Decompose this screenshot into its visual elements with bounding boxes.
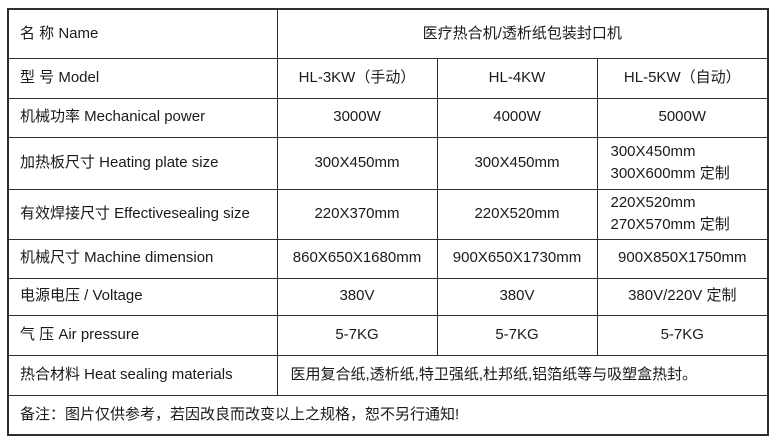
pressure-value-2: 5-7KG — [436, 314, 598, 356]
voltage-value-3: 380V/220V 定制 — [596, 277, 769, 316]
model-value-3: HL-5KW（自动） — [596, 57, 769, 99]
plate-size-value-2: 300X450mm — [436, 136, 598, 190]
dimension-value-3: 900X850X1750mm — [596, 238, 769, 279]
row-remark: 备注：图片仅供参考，若因改良而改变以上之规格，恕不另行通知! — [7, 394, 769, 436]
row-name: 名 称 Name 医疗热合机/透析纸包装封口机 — [7, 8, 769, 59]
voltage-label: 电源电压 / Voltage — [7, 277, 278, 316]
row-materials: 热合材料 Heat sealing materials 医用复合纸,透析纸,特卫… — [7, 354, 769, 396]
model-value-1: HL-3KW（手动） — [276, 57, 438, 99]
power-value-2: 4000W — [436, 97, 598, 138]
spec-line: 300X600mm 定制 — [610, 165, 730, 182]
remark-text: 备注：图片仅供参考，若因改良而改变以上之规格，恕不另行通知! — [7, 394, 769, 436]
product-title: 医疗热合机/透析纸包装封口机 — [276, 8, 769, 59]
sealing-size-value-1: 220X370mm — [276, 188, 438, 240]
voltage-value-2: 380V — [436, 277, 598, 316]
dimension-label: 机械尺寸 Machine dimension — [7, 238, 278, 279]
row-pressure: 气 压 Air pressure 5-7KG 5-7KG 5-7KG — [7, 314, 769, 356]
spec-line: 270X570mm 定制 — [610, 216, 730, 233]
row-power: 机械功率 Mechanical power 3000W 4000W 5000W — [7, 97, 769, 138]
pressure-value-1: 5-7KG — [276, 314, 438, 356]
plate-size-value-3: 300X450mm 300X600mm 定制 — [596, 136, 769, 190]
row-voltage: 电源电压 / Voltage 380V 380V 380V/220V 定制 — [7, 277, 769, 316]
plate-size-value-1: 300X450mm — [276, 136, 438, 190]
pressure-value-3: 5-7KG — [596, 314, 769, 356]
spec-table: 名 称 Name 医疗热合机/透析纸包装封口机 型 号 Model HL-3KW… — [7, 8, 770, 436]
row-sealing-size: 有效焊接尺寸 Effectivesealing size 220X370mm 2… — [7, 188, 769, 240]
sealing-size-value-2: 220X520mm — [436, 188, 598, 240]
sealing-size-value-3: 220X520mm 270X570mm 定制 — [596, 188, 769, 240]
plate-size-label: 加热板尺寸 Heating plate size — [7, 136, 278, 190]
power-label: 机械功率 Mechanical power — [7, 97, 278, 138]
row-dimension: 机械尺寸 Machine dimension 860X650X1680mm 90… — [7, 238, 769, 279]
sealing-size-label: 有效焊接尺寸 Effectivesealing size — [7, 188, 278, 240]
power-value-3: 5000W — [596, 97, 769, 138]
power-value-1: 3000W — [276, 97, 438, 138]
pressure-label: 气 压 Air pressure — [7, 314, 278, 356]
spec-line: 300X450mm — [610, 142, 696, 160]
row-model: 型 号 Model HL-3KW（手动） HL-4KW HL-5KW（自动） — [7, 57, 769, 99]
name-label: 名 称 Name — [7, 8, 278, 59]
dimension-value-2: 900X650X1730mm — [436, 238, 598, 279]
materials-label: 热合材料 Heat sealing materials — [7, 354, 278, 396]
voltage-value-1: 380V — [276, 277, 438, 316]
model-value-2: HL-4KW — [436, 57, 598, 99]
spec-line: 220X520mm — [610, 193, 696, 211]
materials-value: 医用复合纸,透析纸,特卫强纸,杜邦纸,铝箔纸等与吸塑盒热封。 — [276, 354, 769, 396]
model-label: 型 号 Model — [7, 57, 278, 99]
row-plate-size: 加热板尺寸 Heating plate size 300X450mm 300X4… — [7, 136, 769, 190]
dimension-value-1: 860X650X1680mm — [276, 238, 438, 279]
